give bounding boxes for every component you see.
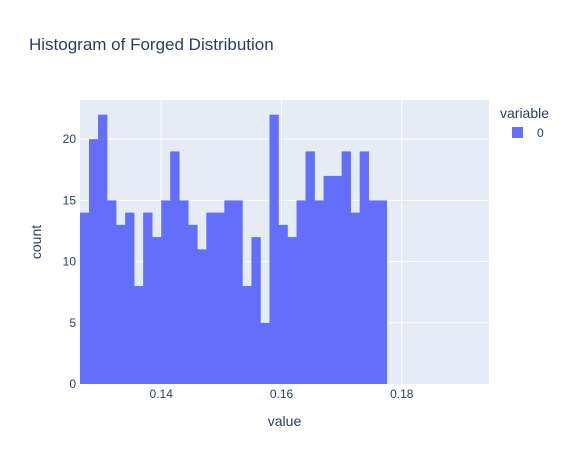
y-tick-label: 20 <box>63 132 77 146</box>
histogram-bar[interactable] <box>197 249 207 384</box>
legend-title: variable <box>500 105 549 121</box>
histogram-bar[interactable] <box>377 200 388 384</box>
histogram-bar[interactable] <box>215 212 225 384</box>
histogram-bar[interactable] <box>242 286 252 384</box>
histogram-bar[interactable] <box>314 200 324 384</box>
histogram-bar[interactable] <box>80 212 90 384</box>
histogram-bar[interactable] <box>323 175 333 384</box>
histogram-bar[interactable] <box>341 151 351 384</box>
histogram-bar[interactable] <box>296 200 306 384</box>
histogram-bar[interactable] <box>287 237 297 384</box>
y-tick-label: 0 <box>69 377 76 391</box>
histogram-bar[interactable] <box>305 151 315 384</box>
histogram-bar[interactable] <box>350 212 360 384</box>
histogram-bar[interactable] <box>332 175 342 384</box>
legend-item-label: 0 <box>537 126 544 140</box>
histogram-bar[interactable] <box>206 212 216 384</box>
y-axis-ticks: 0 5 10 15 20 <box>63 132 77 391</box>
histogram-bar[interactable] <box>269 114 279 385</box>
histogram-bars <box>80 114 388 385</box>
histogram-bar[interactable] <box>161 200 171 384</box>
histogram-bar[interactable] <box>251 237 261 384</box>
histogram-bar[interactable] <box>170 151 180 384</box>
y-tick-label: 10 <box>63 255 77 269</box>
y-axis-label: count <box>28 225 44 259</box>
histogram-bar[interactable] <box>188 224 198 384</box>
x-tick-label: 0.16 <box>270 387 294 401</box>
histogram-bar[interactable] <box>152 237 162 384</box>
x-tick-label: 0.14 <box>150 387 174 401</box>
histogram-bar[interactable] <box>116 224 126 384</box>
histogram-bar[interactable] <box>278 224 288 384</box>
histogram-bar[interactable] <box>134 286 144 384</box>
histogram-bar[interactable] <box>179 200 189 384</box>
histogram-bar[interactable] <box>125 212 135 384</box>
chart-title: Histogram of Forged Distribution <box>29 35 274 54</box>
histogram-bar[interactable] <box>359 151 370 384</box>
x-tick-label: 0.18 <box>390 387 414 401</box>
legend-item[interactable]: 0 <box>512 126 544 140</box>
y-tick-label: 5 <box>69 316 76 330</box>
histogram-bar[interactable] <box>98 114 108 385</box>
histogram-bar[interactable] <box>89 139 99 384</box>
legend-swatch <box>512 127 523 138</box>
legend: variable 0 <box>500 105 549 140</box>
x-axis-label: value <box>268 413 302 429</box>
histogram-bar[interactable] <box>143 212 153 384</box>
y-tick-label: 15 <box>63 193 77 207</box>
x-axis-ticks: 0.14 0.16 0.18 <box>150 387 414 401</box>
histogram-bar[interactable] <box>107 200 117 384</box>
histogram-bar[interactable] <box>233 200 243 384</box>
histogram-bar[interactable] <box>224 200 234 384</box>
histogram-bar[interactable] <box>260 322 270 384</box>
histogram-bar[interactable] <box>368 200 379 384</box>
